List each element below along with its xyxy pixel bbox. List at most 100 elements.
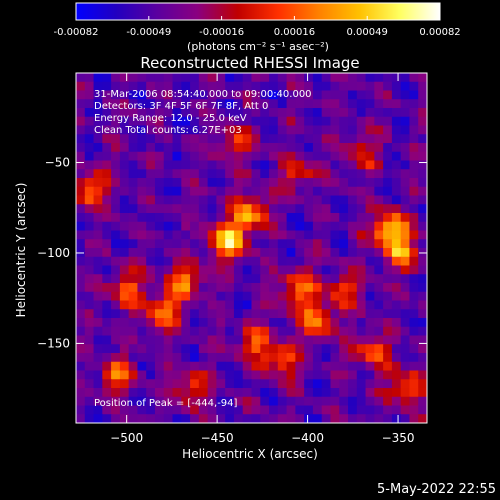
heatmap-cell	[111, 274, 121, 284]
heatmap-cell	[295, 414, 305, 423]
heatmap-cell	[163, 265, 174, 275]
heatmap-cell	[339, 213, 349, 223]
heatmap-cell	[269, 414, 279, 423]
heatmap-cell	[119, 143, 130, 153]
heatmap-cell	[312, 326, 323, 337]
heatmap-cell	[400, 160, 411, 170]
heatmap-cell	[251, 291, 261, 302]
heatmap-cell	[312, 221, 323, 232]
heatmap-cell	[304, 309, 314, 319]
heatmap-cell	[391, 99, 402, 109]
heatmap-cell	[233, 370, 244, 380]
heatmap-cell	[111, 186, 121, 197]
heatmap-cell	[102, 195, 112, 205]
heatmap-cell	[190, 353, 200, 363]
heatmap-cell	[356, 81, 367, 92]
heatmap-cell	[216, 134, 226, 144]
heatmap-cell	[119, 309, 130, 319]
heatmap-cell	[304, 291, 314, 302]
heatmap-cell	[154, 134, 165, 144]
heatmap-cell	[409, 283, 419, 293]
heatmap-cell	[181, 108, 191, 118]
heatmap-cell	[154, 169, 165, 179]
heatmap-cell	[277, 388, 288, 398]
heatmap-cell	[277, 81, 288, 92]
heatmap-cell	[330, 300, 340, 310]
heatmap-cell	[365, 283, 375, 293]
heatmap-cell	[102, 283, 112, 293]
heatmap-cell	[260, 379, 270, 389]
heatmap-cell	[198, 361, 209, 372]
heatmap-cell	[181, 143, 191, 153]
heatmap-cell	[76, 300, 86, 310]
heatmap-cell	[348, 143, 358, 153]
heatmap-cell	[391, 283, 402, 293]
heatmap-cell	[339, 274, 349, 284]
heatmap-cell	[400, 169, 411, 179]
heatmap-cell	[207, 151, 217, 162]
heatmap-cell	[137, 414, 147, 423]
heatmap-cell	[172, 230, 182, 240]
heatmap-cell	[225, 143, 235, 153]
heatmap-cell	[286, 335, 296, 345]
heatmap-cell	[356, 396, 367, 407]
heatmap-cell	[251, 300, 261, 310]
heatmap-cell	[356, 239, 367, 249]
heatmap-cell	[190, 81, 200, 92]
heatmap-cell	[304, 178, 314, 188]
heatmap-cell	[330, 326, 340, 337]
heatmap-cell	[242, 116, 253, 127]
heatmap-cell	[207, 414, 217, 423]
heatmap-cell	[365, 361, 375, 372]
heatmap-cell	[111, 344, 121, 354]
heatmap-cell	[418, 361, 427, 372]
heatmap-cell	[181, 90, 191, 100]
heatmap-cell	[260, 361, 270, 372]
heatmap-cell	[102, 116, 112, 127]
heatmap-cell	[339, 186, 349, 197]
heatmap-cell	[119, 125, 130, 135]
heatmap-cell	[172, 370, 182, 380]
heatmap-cell	[128, 248, 139, 258]
heatmap-cell	[304, 388, 314, 398]
heatmap-cell	[348, 379, 358, 389]
heatmap-cell	[172, 81, 182, 92]
heatmap-cell	[365, 265, 375, 275]
heatmap-cell	[391, 353, 402, 363]
heatmap-cell	[295, 186, 305, 197]
heatmap-cell	[154, 291, 165, 302]
heatmap-cell	[233, 81, 244, 92]
heatmap-cell	[295, 151, 305, 162]
heatmap-cell	[190, 309, 200, 319]
colorbar: -0.00082 -0.00049 -0.00016 0.00016 0.00049 0.…	[54, 2, 461, 53]
heatmap-cell	[76, 81, 86, 92]
heatmap-cell	[348, 300, 358, 310]
heatmap-cell	[111, 388, 121, 398]
heatmap-cell	[383, 125, 393, 135]
heatmap-cell	[233, 300, 244, 310]
heatmap-cell	[225, 248, 235, 258]
heatmap-cell	[207, 116, 217, 127]
heatmap-cell	[242, 248, 253, 258]
heatmap-cell	[242, 221, 253, 232]
heatmap-cell	[348, 370, 358, 380]
heatmap-cell	[111, 204, 121, 214]
heatmap-cell	[111, 81, 121, 92]
heatmap-cell	[409, 239, 419, 249]
heatmap-cell	[198, 326, 209, 337]
heatmap-cell	[330, 274, 340, 284]
heatmap-cell	[146, 186, 156, 197]
heatmap-cell	[374, 81, 384, 92]
heatmap-cell	[383, 318, 393, 328]
heatmap-cell	[119, 318, 130, 328]
heatmap-cell	[409, 405, 419, 415]
heatmap-cell	[418, 151, 427, 162]
heatmap-cell	[233, 326, 244, 337]
heatmap-cell	[330, 186, 340, 197]
heatmap-cell	[251, 178, 261, 188]
heatmap-cell	[242, 195, 253, 205]
heatmap-cell	[418, 81, 427, 92]
heatmap-cell	[400, 326, 411, 337]
heatmap-cell	[225, 344, 235, 354]
heatmap-cell	[400, 353, 411, 363]
